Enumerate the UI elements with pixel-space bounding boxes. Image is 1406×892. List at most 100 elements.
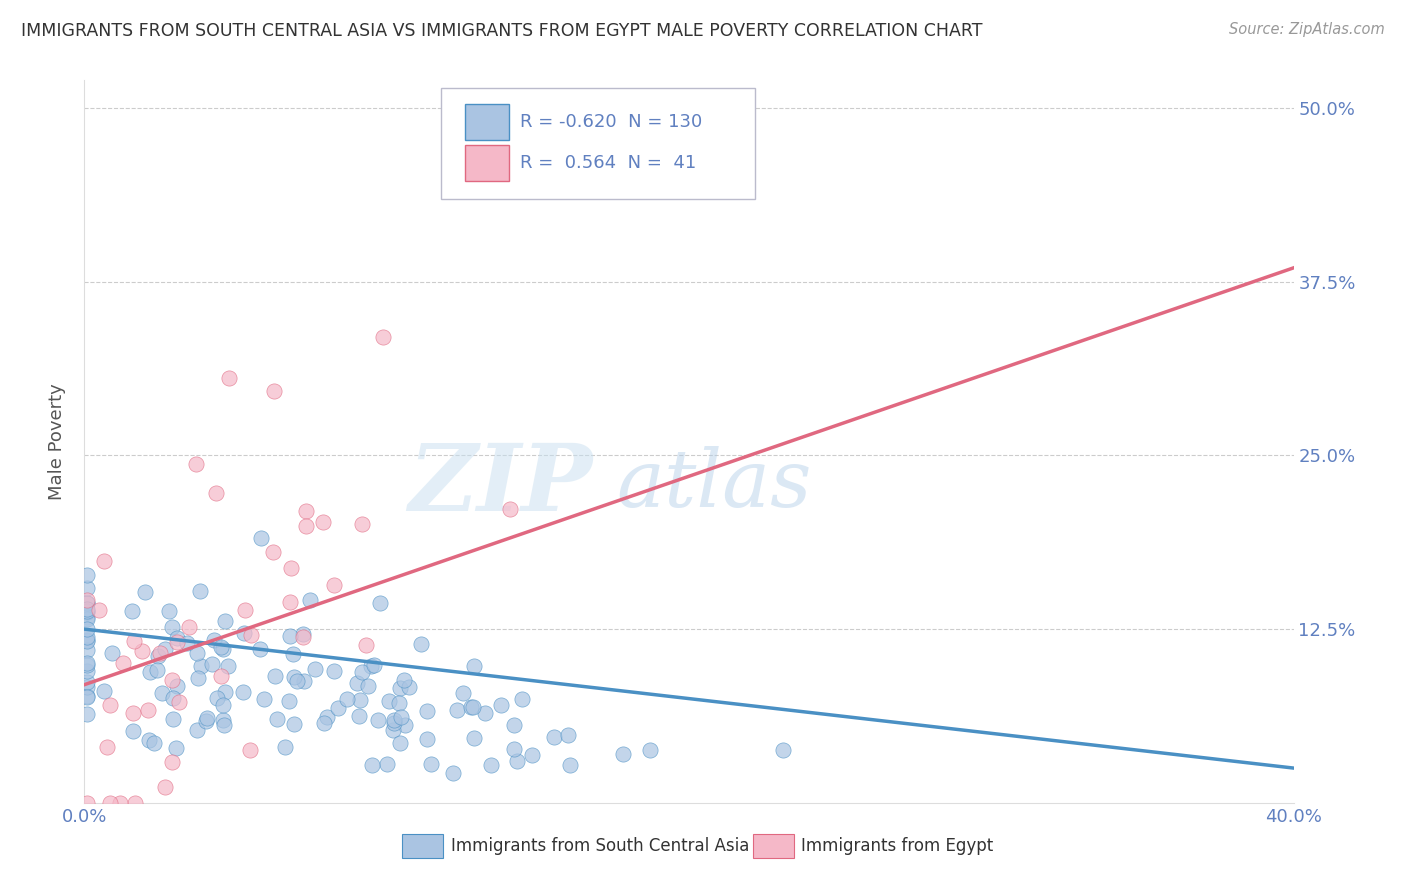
Point [179, 620, 201, 634]
Point [150, 686, 173, 700]
Point [298, 593, 321, 607]
Point [76, 581, 98, 595]
Point [166, 679, 188, 693]
Point [264, 669, 287, 683]
Point [209, 669, 232, 683]
Text: Immigrants from South Central Asia: Immigrants from South Central Asia [451, 838, 749, 855]
Point [441, 765, 464, 780]
Point [162, 755, 184, 769]
Point [295, 519, 318, 533]
Point [212, 718, 235, 732]
Point [278, 694, 301, 708]
Point [373, 329, 395, 343]
Point [382, 723, 405, 737]
Point [481, 757, 503, 772]
Point [451, 686, 474, 700]
Point [388, 681, 411, 696]
Point [347, 708, 370, 723]
Y-axis label: Male Poverty: Male Poverty [48, 384, 66, 500]
Point [280, 561, 302, 575]
Point [76, 796, 98, 810]
Point [167, 695, 190, 709]
Point [463, 731, 485, 746]
Point [346, 676, 368, 690]
Point [506, 754, 529, 768]
Point [322, 664, 344, 678]
Point [76, 630, 98, 644]
Point [360, 758, 382, 772]
Point [292, 673, 315, 688]
Point [363, 658, 385, 673]
Point [160, 673, 183, 688]
Point [316, 709, 339, 723]
Point [239, 743, 262, 757]
Point [157, 604, 180, 618]
Point [294, 504, 316, 518]
Point [394, 717, 416, 731]
Point [76, 612, 98, 626]
Point [121, 604, 143, 618]
Point [186, 723, 208, 737]
Point [211, 714, 233, 728]
Point [190, 658, 212, 673]
Point [76, 664, 98, 678]
Text: IMMIGRANTS FROM SOUTH CENTRAL ASIA VS IMMIGRANTS FROM EGYPT MALE POVERTY CORRELA: IMMIGRANTS FROM SOUTH CENTRAL ASIA VS IM… [21, 22, 983, 40]
Point [76, 596, 98, 610]
Point [76, 690, 98, 704]
Text: Immigrants from Egypt: Immigrants from Egypt [801, 838, 994, 855]
Point [416, 704, 439, 718]
Point [98, 796, 121, 810]
Point [285, 674, 308, 689]
Point [76, 610, 98, 624]
Point [76, 634, 98, 648]
Point [218, 371, 240, 385]
Point [502, 742, 524, 756]
Point [149, 646, 172, 660]
Point [266, 712, 288, 726]
Point [283, 670, 305, 684]
Point [510, 691, 533, 706]
Point [392, 673, 415, 687]
Point [155, 642, 177, 657]
Point [312, 515, 335, 529]
Point [250, 531, 273, 545]
Point [187, 671, 209, 685]
Point [461, 699, 484, 714]
Point [124, 634, 146, 648]
Point [124, 796, 146, 810]
Point [93, 684, 115, 698]
FancyBboxPatch shape [465, 104, 509, 139]
Point [232, 685, 254, 699]
Point [368, 596, 391, 610]
Point [138, 732, 160, 747]
Point [489, 698, 512, 712]
Point [195, 714, 218, 728]
Point [382, 716, 405, 731]
Point [96, 739, 118, 754]
Point [283, 716, 305, 731]
Point [375, 756, 398, 771]
Point [304, 662, 326, 676]
Point [188, 583, 211, 598]
Point [165, 740, 187, 755]
Point [145, 664, 167, 678]
Point [166, 631, 188, 645]
Point [146, 649, 169, 664]
Point [217, 658, 239, 673]
Point [76, 568, 98, 582]
Point [76, 604, 98, 618]
Point [233, 602, 256, 616]
Point [382, 713, 405, 727]
FancyBboxPatch shape [465, 145, 509, 181]
Text: ZIP: ZIP [408, 440, 592, 530]
Point [211, 642, 233, 657]
Point [291, 630, 314, 644]
Point [233, 626, 256, 640]
Point [76, 605, 98, 619]
Point [350, 665, 373, 679]
Point [76, 707, 98, 722]
Point [520, 747, 543, 762]
Point [134, 585, 156, 599]
Point [463, 658, 485, 673]
Text: R =  0.564  N =  41: R = 0.564 N = 41 [520, 154, 696, 172]
